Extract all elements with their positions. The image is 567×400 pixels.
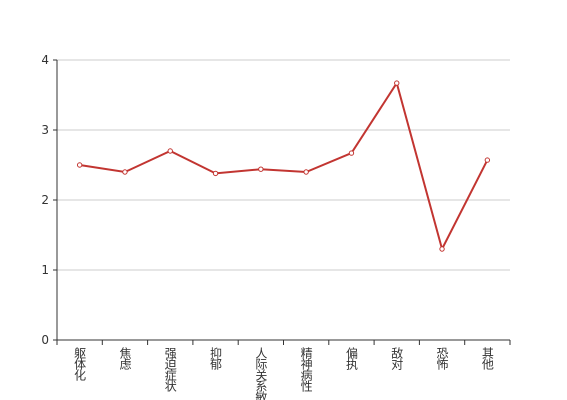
point (439, 246, 445, 252)
point (484, 157, 491, 163)
x-tick-label: 敌对 (390, 346, 404, 370)
point (348, 150, 355, 156)
point (76, 162, 83, 168)
point (303, 169, 309, 175)
y-tick-label: 0 (41, 333, 49, 347)
y-tick-label: 4 (41, 53, 49, 67)
x-tick-label: 躯体化 (73, 346, 87, 382)
x-tick-label: 焦虑 (118, 347, 132, 370)
x-tick-label: 偏执 (344, 346, 358, 371)
x-tick-label: 人际关系敏感 (254, 347, 268, 400)
x-tick-label: 其他 (480, 347, 494, 370)
point (212, 170, 219, 177)
x-tick-label: 恐怖 (435, 347, 449, 370)
point (394, 80, 400, 86)
y-tick-label: 1 (41, 263, 49, 277)
x-tick-label: 精神病性 (299, 347, 313, 393)
series-line (79, 80, 489, 252)
point (258, 166, 264, 172)
x-tick-label: 抑郁 (209, 346, 223, 371)
x-tick-label: 强迫症状 (163, 347, 177, 392)
point (167, 148, 173, 154)
y-tick-label: 3 (41, 123, 49, 137)
point (122, 169, 128, 175)
y-tick-label: 2 (41, 193, 49, 207)
